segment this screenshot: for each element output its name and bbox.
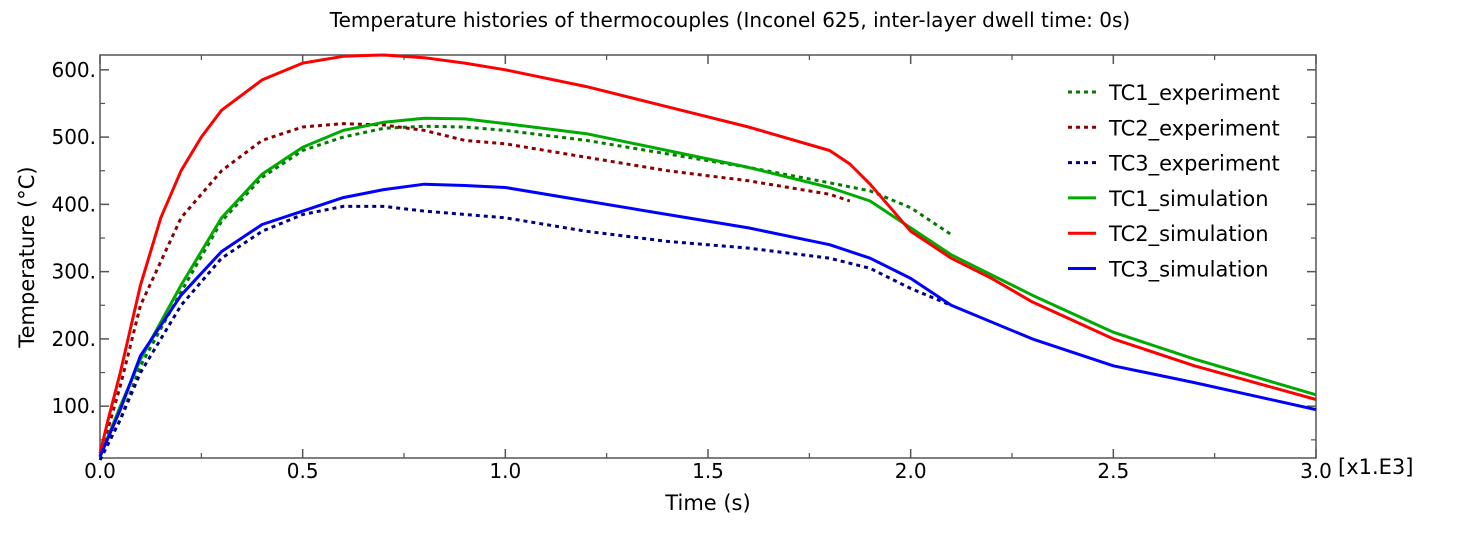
axis-ticks: 0.0 0.5 1.0 1.5 2.0 2.5 3.0 100. 200. 300. 400. 500…: [51, 55, 1332, 483]
legend: TC1_experiment TC2_experiment TC3_experime…: [1068, 81, 1280, 283]
y-tick-label: 100.: [51, 394, 96, 418]
y-tick-label: 200.: [51, 327, 96, 351]
legend-label-tc1-experiment: TC1_experiment: [1108, 81, 1280, 106]
y-axis-label: Temperature (°C): [15, 166, 39, 348]
legend-label-tc2-simulation: TC2_simulation: [1108, 222, 1269, 247]
legend-label-tc3-experiment: TC3_experiment: [1108, 152, 1280, 177]
y-tick-label: 500.: [51, 125, 96, 149]
x-tick-label: 1.0: [489, 459, 521, 483]
x-tick-label: 0.5: [287, 459, 319, 483]
y-tick-label: 400.: [51, 192, 96, 216]
chart-title: Temperature histories of thermocouples (…: [329, 8, 1130, 32]
x-tick-label: 3.0: [1300, 459, 1332, 483]
x-multiplier-label: [x1.E3]: [1338, 455, 1413, 479]
x-tick-label: 2.0: [895, 459, 927, 483]
legend-label-tc1-simulation: TC1_simulation: [1108, 187, 1269, 212]
series-group: [98, 53, 1317, 461]
x-tick-label: 1.5: [692, 459, 724, 483]
series-line-tc1-simulation: [98, 116, 1317, 458]
series-line-tc2-experiment: [98, 122, 851, 458]
series-line-tc3-simulation: [98, 182, 1317, 458]
series-line-tc2-simulation: [98, 53, 1317, 454]
x-tick-label: 0.0: [84, 459, 116, 483]
y-tick-label: 300.: [51, 260, 96, 284]
legend-label-tc3-simulation: TC3_simulation: [1108, 258, 1269, 283]
x-axis-label: Time (s): [664, 491, 750, 515]
series-line-tc3-experiment: [98, 204, 952, 461]
series-line-tc1-experiment: [98, 124, 953, 461]
y-tick-label: 600.: [51, 58, 96, 82]
x-tick-label: 2.5: [1097, 459, 1129, 483]
legend-label-tc2-experiment: TC2_experiment: [1108, 116, 1280, 141]
